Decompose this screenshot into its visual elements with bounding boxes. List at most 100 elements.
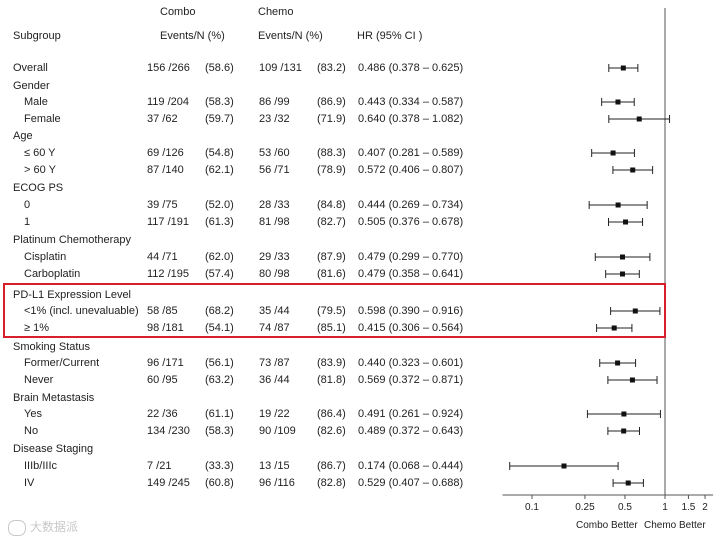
combo-events: 60 /95	[147, 374, 178, 386]
combo-percent: (33.3)	[205, 460, 234, 472]
hr-point	[632, 308, 638, 314]
chemo-events: 73 /87	[259, 357, 290, 369]
combo-percent: (54.8)	[205, 147, 234, 159]
hr-point	[615, 360, 621, 366]
hr-ci-text: 0.491 (0.261 – 0.924)	[358, 408, 464, 420]
chemo-percent: (83.9)	[317, 357, 346, 369]
subgroup-label: Overall	[13, 62, 48, 74]
combo-events: 7 /21	[147, 460, 172, 472]
hr-ci-text: 0.479 (0.299 – 0.770)	[358, 251, 464, 263]
group-label: Brain Metastasis	[13, 392, 95, 404]
subgroup-label: Yes	[24, 408, 42, 420]
watermark-text: 大数据派	[30, 520, 79, 534]
hr-point	[619, 254, 625, 260]
hr-ci-text: 0.444 (0.269 – 0.734)	[358, 199, 464, 211]
combo-events: 117 /191	[147, 216, 190, 228]
chemo-events: 74 /87	[259, 322, 290, 334]
chemo-events: 90 /109	[259, 425, 296, 437]
chemo-events: 81 /98	[259, 216, 290, 228]
x-tick-label: 2	[702, 502, 708, 513]
subgroup-label: Male	[24, 96, 48, 108]
chemo-events: 29 /33	[259, 251, 290, 263]
combo-events: 112 /195	[147, 268, 190, 280]
chemo-percent: (78.9)	[317, 164, 346, 176]
hr-ci-text: 0.407 (0.281 – 0.589)	[358, 147, 464, 159]
x-tick-label: 0.5	[618, 502, 632, 513]
hr-point	[619, 271, 625, 277]
chemo-percent: (83.2)	[317, 62, 346, 74]
hr-point	[630, 167, 636, 173]
hr-point	[625, 480, 631, 486]
subgroup-label: > 60 Y	[24, 164, 56, 176]
combo-percent: (62.1)	[205, 164, 234, 176]
subgroup-label: Never	[24, 374, 54, 386]
chemo-events: 56 /71	[259, 164, 290, 176]
hr-ci-text: 0.569 (0.372 – 0.871)	[358, 374, 464, 386]
chemo-percent: (87.9)	[317, 251, 346, 263]
hr-point	[615, 99, 621, 105]
chemo-events: 35 /44	[259, 305, 290, 317]
subgroup-label: Former/Current	[24, 357, 100, 369]
combo-events: 58 /85	[147, 305, 178, 317]
combo-percent: (57.4)	[205, 268, 234, 280]
combo-events: 39 /75	[147, 199, 178, 211]
subgroup-label: 0	[24, 199, 31, 211]
hr-point	[610, 150, 616, 156]
x-tick-label: 1	[662, 502, 668, 513]
hr-ci-text: 0.415 (0.306 – 0.564)	[358, 322, 464, 334]
chemo-events: 19 /22	[259, 408, 290, 420]
chemo-percent: (82.6)	[317, 425, 346, 437]
combo-percent: (62.0)	[205, 251, 234, 263]
chemo-events: 109 /131	[259, 62, 302, 74]
weibo-icon	[8, 519, 26, 536]
subgroup-label: Female	[24, 113, 61, 125]
hr-header: HR (95% CI )	[357, 30, 423, 42]
chemo-percent: (86.9)	[317, 96, 346, 108]
hr-ci-text: 0.598 (0.390 – 0.916)	[358, 305, 464, 317]
hr-point	[621, 428, 627, 434]
hr-ci-text: 0.640 (0.378 – 1.082)	[358, 113, 464, 125]
combo-events: 37 /62	[147, 113, 178, 125]
chemo-percent: (81.6)	[317, 268, 346, 280]
subgroup-label: <1% (incl. unevaluable)	[24, 305, 139, 317]
chemo-events: 96 /116	[259, 477, 295, 489]
hr-ci-text: 0.572 (0.406 – 0.807)	[358, 164, 464, 176]
combo-percent: (59.7)	[205, 113, 234, 125]
combo-percent: (54.1)	[205, 322, 234, 334]
chemo-percent: (71.9)	[317, 113, 346, 125]
combo-events: 96 /171	[147, 357, 184, 369]
chemo-percent: (79.5)	[317, 305, 346, 317]
hr-ci-text: 0.479 (0.358 – 0.641)	[358, 268, 464, 280]
arm2-header: Chemo	[258, 6, 294, 18]
chemo-better-label: Chemo Better	[644, 520, 706, 531]
combo-better-label: Combo Better	[576, 520, 638, 531]
chemo-percent: (88.3)	[317, 147, 346, 159]
hr-point	[621, 411, 627, 417]
chemo-percent: (86.4)	[317, 408, 346, 420]
chemo-percent: (81.8)	[317, 374, 346, 386]
combo-events: 134 /230	[147, 425, 190, 437]
subgroup-label: IIIb/IIIc	[24, 460, 58, 472]
chemo-events: 23 /32	[259, 113, 290, 125]
combo-events: 156 /266	[147, 62, 190, 74]
hr-ci-text: 0.440 (0.323 – 0.601)	[358, 357, 464, 369]
hr-ci-text: 0.174 (0.068 – 0.444)	[358, 460, 464, 472]
chemo-events: 36 /44	[259, 374, 290, 386]
subgroup-label: No	[24, 425, 39, 437]
hr-point	[620, 65, 626, 71]
group-label: Smoking Status	[13, 341, 91, 353]
hr-point	[623, 219, 629, 225]
chemo-percent: (82.7)	[317, 216, 346, 228]
chemo-events: 80 /98	[259, 268, 290, 280]
combo-percent: (61.1)	[205, 408, 234, 420]
pdl1-highlight-box	[3, 283, 666, 338]
combo-events: 69 /126	[147, 147, 184, 159]
hr-point	[629, 377, 635, 383]
subgroup-header: Subgroup	[13, 30, 61, 42]
chemo-percent: (82.8)	[317, 477, 346, 489]
hr-ci-text: 0.486 (0.378 – 0.625)	[358, 62, 464, 74]
subgroup-label: Cisplatin	[24, 251, 67, 263]
chemo-percent: (85.1)	[317, 322, 346, 334]
hr-point	[561, 463, 567, 469]
subgroup-label: ≤ 60 Y	[24, 147, 56, 159]
